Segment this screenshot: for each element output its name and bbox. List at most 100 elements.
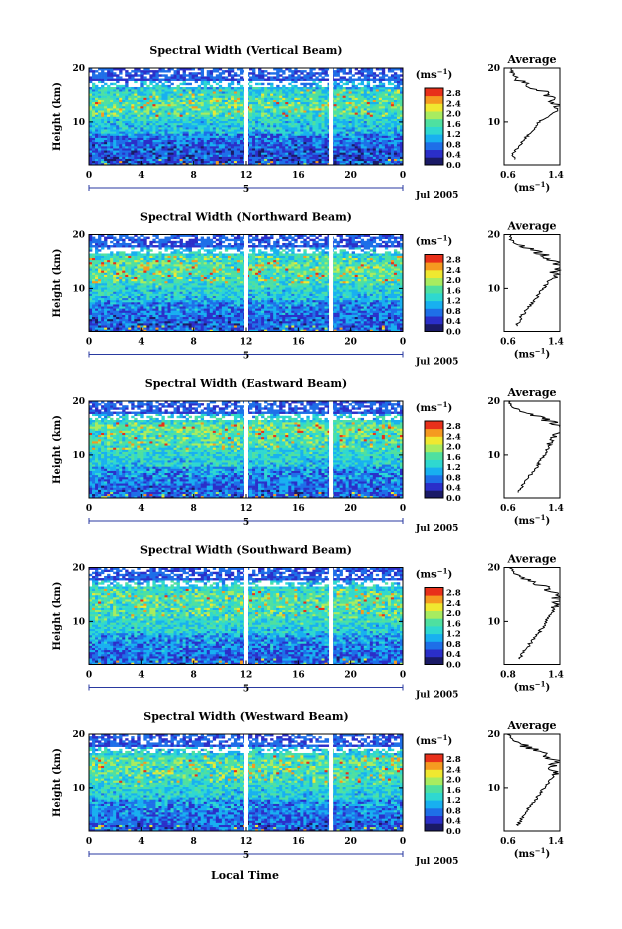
colorbar-cell: [425, 827, 443, 829]
colorbar-cell: [425, 145, 443, 148]
x-tick-label: 16: [292, 338, 305, 348]
date-label: Jul 2005: [415, 358, 458, 368]
colorbar-tick-label: 2.4: [446, 266, 461, 276]
colorbar-cell: [425, 325, 443, 327]
colorbar-cell: [425, 314, 443, 317]
day-label: 5: [243, 851, 249, 861]
colorbar-cell: [425, 281, 443, 284]
colorbar-cell: [425, 289, 443, 291]
x-tick-label: 0: [400, 504, 406, 514]
colorbar-cell: [425, 318, 443, 321]
colorbar-cell: [425, 636, 443, 638]
colorbar-tick-label: 1.6: [446, 619, 461, 629]
colorbar-cell: [425, 474, 443, 477]
average-x-tick-label: 1.4: [548, 171, 564, 181]
colorbar-cell: [425, 597, 443, 600]
colorbar-cell: [425, 269, 443, 272]
colorbar-cell: [425, 755, 443, 757]
colorbar-cell: [425, 126, 443, 129]
colorbar-tick-label: 1.2: [446, 130, 461, 140]
heatmap-cells: [89, 68, 404, 166]
colorbar-cell: [425, 424, 443, 427]
average-x-label: (ms−1): [514, 180, 550, 194]
colorbar-cell: [425, 789, 443, 792]
colorbar-cell: [425, 791, 443, 793]
day-label: 5: [243, 352, 249, 362]
colorbar-cell: [425, 121, 443, 124]
colorbar-cell: [425, 811, 443, 814]
colorbar-cell: [425, 601, 443, 604]
colorbar-cell: [425, 656, 443, 659]
colorbar-cell: [425, 273, 443, 276]
colorbar-cell: [425, 294, 443, 296]
colorbar-cell: [425, 627, 443, 629]
x-tick-label: 4: [138, 338, 144, 348]
average-frame: [503, 67, 561, 166]
colorbar-cell: [425, 783, 443, 786]
x-tick-label: 12: [240, 171, 253, 181]
colorbar-cell: [425, 593, 443, 596]
colorbar-cell: [425, 643, 443, 646]
colorbar-cell: [425, 458, 443, 460]
x-tick-label: 20: [344, 338, 357, 348]
colorbar-cell: [425, 421, 443, 423]
y-axis-label: Height (km): [52, 82, 63, 151]
colorbar-cell: [425, 158, 443, 161]
colorbar-cell: [425, 433, 443, 436]
colorbar-cell: [425, 298, 443, 300]
average-x-tick-label: 0.6: [500, 504, 516, 514]
colorbar-cell: [425, 757, 443, 760]
colorbar-cell: [425, 277, 443, 280]
colorbar-cell: [425, 659, 443, 662]
colorbar-cell: [425, 445, 443, 448]
data-gap: [244, 734, 248, 831]
y-tick-label: 20: [72, 564, 85, 574]
panel-5: Spectral Width (Westward Beam) 10 20 Height…: [52, 710, 564, 867]
x-tick-label: 8: [191, 338, 197, 348]
colorbar-tick-label: 0.8: [446, 473, 461, 483]
colorbar-cell: [425, 303, 443, 305]
colorbar-cell: [425, 447, 443, 450]
colorbar-cell: [425, 756, 443, 759]
colorbar-cell: [425, 592, 443, 595]
colorbar-cell: [425, 108, 443, 111]
panel-title: Spectral Width (Southward Beam): [140, 544, 352, 557]
colorbar-cell: [425, 798, 443, 801]
y-tick-label: 10: [72, 118, 85, 128]
colorbar-cell: [425, 608, 443, 610]
colorbar-cell: [425, 650, 443, 653]
colorbar-cell: [425, 287, 443, 290]
average-y-tick-label: 20: [487, 231, 500, 241]
day-label: 5: [243, 185, 249, 195]
colorbar-cell: [425, 478, 443, 481]
colorbar-cell: [425, 617, 443, 619]
colorbar-cell: [425, 442, 443, 445]
colorbar-cell: [425, 614, 443, 617]
colorbar-cell: [425, 587, 443, 590]
x-tick-label: 4: [138, 171, 144, 181]
colorbar-cell: [425, 255, 443, 258]
x-tick-label: 16: [292, 837, 305, 847]
colorbar-cell: [425, 459, 443, 462]
colorbar-cell: [425, 440, 443, 442]
colorbar-cell: [425, 422, 443, 424]
colorbar-cell: [425, 819, 443, 822]
average-x-label: (ms−1): [514, 846, 550, 860]
colorbar-cell: [425, 481, 443, 483]
average-y-tick-label: 10: [487, 617, 500, 627]
colorbar-frame: [424, 87, 444, 166]
colorbar-cell: [425, 136, 443, 139]
y-axis-label: Height (km): [52, 582, 63, 651]
panels-group: Spectral Width (Vertical Beam) 10 20 Height…: [52, 44, 564, 867]
colorbar-cell: [425, 806, 443, 809]
colorbar-cell: [425, 494, 443, 496]
colorbar-cell: [425, 638, 443, 641]
x-tick-label: 12: [240, 504, 253, 514]
colorbar-frame: [424, 254, 444, 332]
colorbar-cell: [425, 109, 443, 112]
colorbar-cell: [425, 131, 443, 134]
colorbar-tick-label: 1.2: [446, 297, 461, 307]
date-label: Jul 2005: [415, 524, 458, 534]
colorbar-cell: [425, 786, 443, 788]
